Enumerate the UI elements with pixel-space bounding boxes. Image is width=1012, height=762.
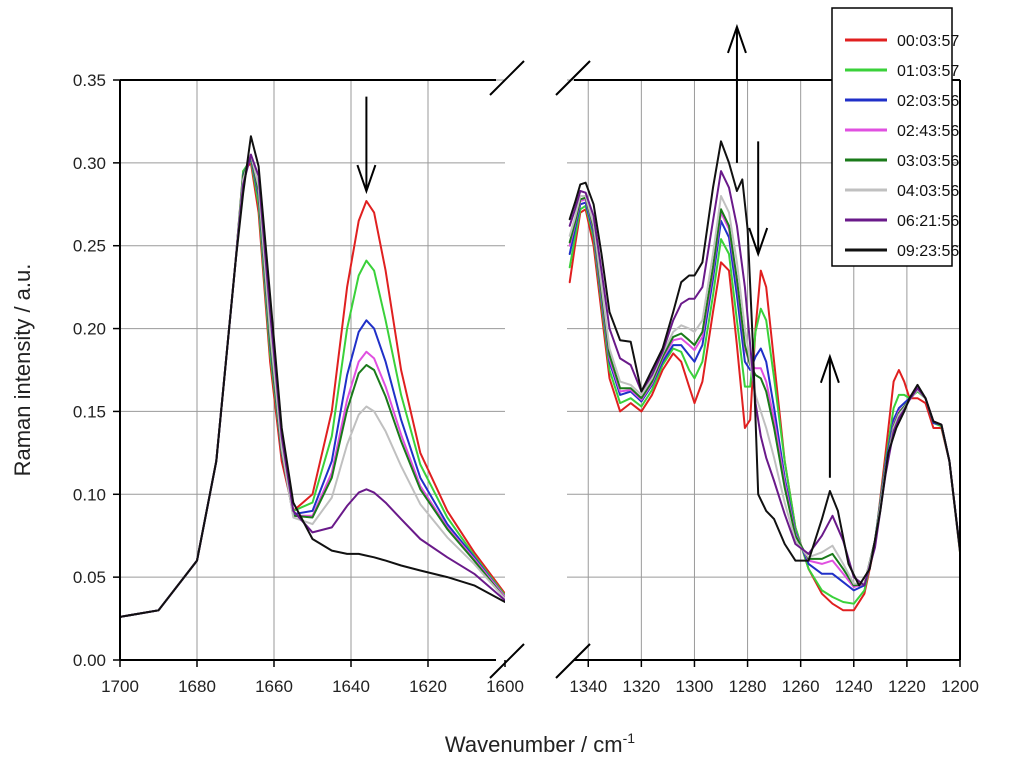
x-tick-label: 1620 bbox=[409, 677, 447, 696]
x-tick-label: 1600 bbox=[486, 677, 524, 696]
x-axis-title-superscript: -1 bbox=[623, 730, 636, 746]
legend-entry: 01:03:57 bbox=[845, 63, 959, 80]
x-tick-label: 1320 bbox=[622, 677, 660, 696]
axis-break-mark bbox=[489, 60, 525, 96]
series-line-09-23-56-panel-1 bbox=[120, 135, 505, 618]
legend-entry: 09:23:56 bbox=[845, 243, 959, 260]
series-line-00-03-57-panel-1 bbox=[120, 161, 505, 618]
x-tick-label: 1300 bbox=[676, 677, 714, 696]
legend-entry: 03:03:56 bbox=[845, 153, 959, 170]
y-tick-label: 0.30 bbox=[73, 154, 106, 173]
arrow-head bbox=[356, 164, 377, 195]
legend-label: 09:23:56 bbox=[897, 243, 959, 260]
y-tick-label: 0.15 bbox=[73, 402, 106, 421]
series-line-09-23-56-panel-2 bbox=[568, 140, 960, 587]
legend: 00:03:57 01:03:57 02:03:56 02:43:56 03:03:56… bbox=[831, 7, 959, 267]
x-axis-title: Wavenumber / cm-1 bbox=[445, 730, 635, 757]
arrow-up bbox=[819, 353, 840, 478]
y-tick-label: 0.35 bbox=[73, 71, 106, 90]
legend-entry: 02:03:56 bbox=[845, 93, 959, 110]
legend-label: 02:03:56 bbox=[897, 93, 959, 110]
axis-break-marks bbox=[489, 60, 591, 679]
series-line-04-03-56-panel-1 bbox=[120, 153, 505, 618]
y-tick-labels: 0.00 0.05 0.10 0.15 0.20 0.25 0.30 0.35 bbox=[73, 71, 120, 670]
x-tick-label: 1280 bbox=[729, 677, 767, 696]
x-axis-title-text: Wavenumber / cm bbox=[445, 732, 623, 757]
arrow-head bbox=[748, 227, 769, 258]
arrow-head bbox=[727, 23, 747, 54]
legend-entry: 02:43:56 bbox=[845, 123, 959, 140]
axis-break-mark bbox=[555, 60, 591, 96]
x-tick-labels: 1700 1680 1660 1640 1620 1600 1340 1320 1300 1280… bbox=[101, 660, 979, 696]
arrow-head bbox=[819, 353, 840, 384]
legend-entries: 00:03:57 01:03:57 02:03:56 02:43:56 03:03:56… bbox=[845, 33, 959, 260]
series-line-03-03-56-panel-1 bbox=[120, 155, 505, 618]
x-tick-label: 1240 bbox=[835, 677, 873, 696]
legend-label: 03:03:56 bbox=[897, 153, 959, 170]
legend-label: 00:03:57 bbox=[897, 33, 959, 50]
series-line-06-21-56-panel-1 bbox=[120, 153, 505, 618]
y-tick-label: 0.20 bbox=[73, 320, 106, 339]
y-tick-label: 0.05 bbox=[73, 568, 106, 587]
legend-label: 04:03:56 bbox=[897, 183, 959, 200]
x-tick-label: 1260 bbox=[782, 677, 820, 696]
x-tick-label: 1680 bbox=[178, 677, 216, 696]
x-tick-label: 1700 bbox=[101, 677, 139, 696]
annotation-arrows bbox=[356, 23, 840, 478]
x-tick-label: 1340 bbox=[569, 677, 607, 696]
grid-layer bbox=[120, 79, 960, 660]
legend-entry: 06:21:56 bbox=[845, 213, 959, 230]
x-tick-label: 1640 bbox=[332, 677, 370, 696]
legend-label: 01:03:57 bbox=[897, 63, 959, 80]
y-axis-title: Raman intensity / a.u. bbox=[10, 264, 35, 477]
x-tick-label: 1660 bbox=[255, 677, 293, 696]
series-line-01-03-57-panel-1 bbox=[120, 158, 505, 618]
legend-entry: 04:03:56 bbox=[845, 183, 959, 200]
legend-label: 02:43:56 bbox=[897, 123, 959, 140]
x-tick-label: 1220 bbox=[888, 677, 926, 696]
y-tick-label: 0.00 bbox=[73, 651, 106, 670]
y-tick-label: 0.10 bbox=[73, 485, 106, 504]
y-tick-label: 0.25 bbox=[73, 237, 106, 256]
x-tick-label: 1200 bbox=[941, 677, 979, 696]
arrow-down bbox=[356, 96, 377, 195]
legend-box bbox=[831, 7, 953, 267]
series-line-02-43-56-panel-1 bbox=[120, 155, 505, 618]
legend-entry: 00:03:57 bbox=[845, 33, 959, 50]
series-line-03-03-56-panel-2 bbox=[568, 196, 960, 587]
axis-break-mark bbox=[555, 643, 591, 679]
series-line-01-03-57-panel-2 bbox=[568, 204, 960, 605]
series-line-02-03-56-panel-1 bbox=[120, 156, 505, 618]
series-layer bbox=[120, 135, 960, 618]
series-line-02-03-56-panel-2 bbox=[568, 201, 960, 592]
axis-break-mark bbox=[489, 643, 525, 679]
legend-label: 06:21:56 bbox=[897, 213, 959, 230]
arrow-up bbox=[727, 23, 747, 163]
arrow-down bbox=[748, 141, 769, 258]
